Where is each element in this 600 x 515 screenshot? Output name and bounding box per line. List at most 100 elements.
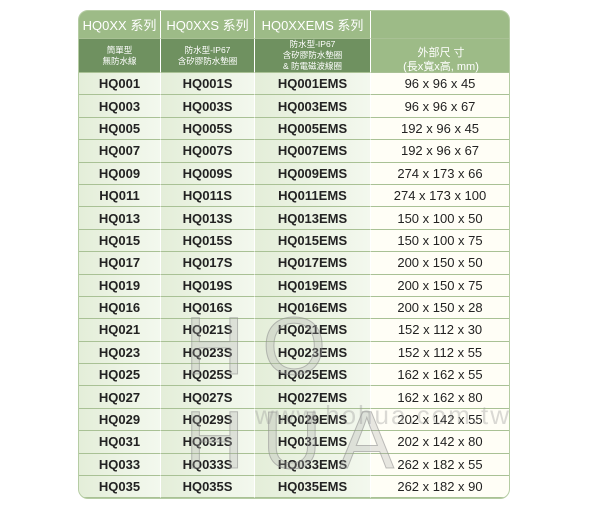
- table-row: HQ029 HQ029S HQ029EMS 202 x 142 x 55: [79, 408, 509, 432]
- dim-title: 外部尺 寸: [417, 47, 465, 59]
- model-cell: HQ029S: [161, 408, 255, 432]
- model-cell: HQ003: [79, 95, 161, 118]
- model-cell: HQ023EMS: [255, 341, 371, 365]
- model-cell: HQ007EMS: [255, 140, 371, 163]
- series-header-empty: [371, 11, 509, 39]
- table-row: HQ019 HQ019S HQ019EMS 200 x 150 x 75: [79, 274, 509, 297]
- table-row: HQ016 HQ016S HQ016EMS 200 x 150 x 28: [79, 296, 509, 320]
- dimension-cell: 200 x 150 x 50: [371, 252, 509, 275]
- model-cell: HQ019S: [161, 274, 255, 297]
- table-row: HQ021 HQ021S HQ021EMS 152 x 112 x 30: [79, 319, 509, 342]
- model-cell: HQ031S: [161, 431, 255, 454]
- table-row: HQ009 HQ009S HQ009EMS 274 x 173 x 66: [79, 162, 509, 185]
- desc-line: 簡單型: [106, 44, 133, 55]
- dimension-cell: 96 x 96 x 45: [371, 73, 509, 96]
- dimension-cell: 274 x 173 x 100: [371, 184, 509, 208]
- model-cell: HQ025: [79, 364, 161, 387]
- model-cell: HQ031EMS: [255, 431, 371, 454]
- model-cell: HQ003EMS: [255, 95, 371, 118]
- description-header: 簡單型 無防水線: [79, 39, 161, 73]
- dimensions-header-cell: [371, 39, 509, 73]
- dimension-cell: 162 x 162 x 55: [371, 364, 509, 387]
- dimension-cell: 262 x 182 x 90: [371, 476, 509, 499]
- dimension-cell: 150 x 100 x 50: [371, 207, 509, 230]
- table-row: HQ003 HQ003S HQ003EMS 96 x 96 x 67: [79, 95, 509, 118]
- table-row: HQ033 HQ033S HQ033EMS 262 x 182 x 55: [79, 453, 509, 477]
- dim-unit: (長x寬x高, mm): [403, 61, 479, 73]
- model-cell: HQ016: [79, 296, 161, 320]
- description-header-row: 簡單型 無防水線 防水型-IP67 含矽膠防水墊圈 防水型-IP67 含矽膠防水墊圈 &…: [79, 39, 509, 73]
- model-cell: HQ013: [79, 207, 161, 230]
- model-cell: HQ001EMS: [255, 73, 371, 96]
- table-row: HQ035 HQ035S HQ035EMS 262 x 182 x 90: [79, 476, 509, 499]
- description-header: 防水型-IP67 含矽膠防水墊圈 & 防電磁波線圈: [255, 39, 371, 73]
- model-cell: HQ009: [79, 162, 161, 185]
- dimension-cell: 162 x 162 x 80: [371, 386, 509, 409]
- model-cell: HQ021EMS: [255, 319, 371, 342]
- series-header-row: HQ0XX 系列 HQ0XXS 系列 HQ0XXEMS 系列: [79, 11, 509, 39]
- model-cell: HQ021: [79, 319, 161, 342]
- dimensions-header: 外部尺 寸 (長x寬x高, mm): [372, 39, 509, 81]
- model-cell: HQ019: [79, 274, 161, 297]
- model-cell: HQ011S: [161, 184, 255, 208]
- model-cell: HQ033S: [161, 453, 255, 477]
- model-cell: HQ017EMS: [255, 252, 371, 275]
- dimension-cell: 152 x 112 x 30: [371, 319, 509, 342]
- model-cell: HQ011EMS: [255, 184, 371, 208]
- model-cell: HQ003S: [161, 95, 255, 118]
- model-cell: HQ007: [79, 140, 161, 163]
- model-cell: HQ027: [79, 386, 161, 409]
- model-cell: HQ005: [79, 117, 161, 141]
- model-cell: HQ035EMS: [255, 476, 371, 499]
- table-row: HQ011 HQ011S HQ011EMS 274 x 173 x 100: [79, 184, 509, 208]
- table-row: HQ017 HQ017S HQ017EMS 200 x 150 x 50: [79, 252, 509, 275]
- dimension-cell: 152 x 112 x 55: [371, 341, 509, 365]
- desc-line: 防水型-IP67: [289, 39, 336, 49]
- model-cell: HQ013S: [161, 207, 255, 230]
- table-row: HQ031 HQ031S HQ031EMS 202 x 142 x 80: [79, 431, 509, 454]
- series-header: HQ0XX 系列: [79, 11, 161, 39]
- model-cell: HQ015S: [161, 229, 255, 253]
- model-cell: HQ005S: [161, 117, 255, 141]
- model-cell: HQ029: [79, 408, 161, 432]
- model-cell: HQ025EMS: [255, 364, 371, 387]
- model-cell: HQ009EMS: [255, 162, 371, 185]
- description-header: 防水型-IP67 含矽膠防水墊圈: [161, 39, 255, 73]
- desc-line: 含矽膠防水墊圈: [282, 50, 343, 60]
- dimension-cell: 262 x 182 x 55: [371, 453, 509, 477]
- model-cell: HQ015: [79, 229, 161, 253]
- dimension-cell: 274 x 173 x 66: [371, 162, 509, 185]
- model-cell: HQ016S: [161, 296, 255, 320]
- desc-line: 防水型-IP67: [184, 44, 231, 55]
- dimension-cell: 96 x 96 x 67: [371, 95, 509, 118]
- desc-line: & 防電磁波線圈: [282, 61, 343, 71]
- model-cell: HQ011: [79, 184, 161, 208]
- table-row: HQ007 HQ007S HQ007EMS 192 x 96 x 67: [79, 140, 509, 163]
- model-cell: HQ017: [79, 252, 161, 275]
- table-row: HQ001 HQ001S HQ001EMS 96 x 96 x 45: [79, 73, 509, 96]
- dimension-cell: 200 x 150 x 28: [371, 296, 509, 320]
- dimension-cell: 200 x 150 x 75: [371, 274, 509, 297]
- model-cell: HQ035: [79, 476, 161, 499]
- model-cell: HQ023: [79, 341, 161, 365]
- table-body: HQ001 HQ001S HQ001EMS 96 x 96 x 45 HQ003 HQ00…: [79, 73, 509, 499]
- table-row: HQ013 HQ013S HQ013EMS 150 x 100 x 50: [79, 207, 509, 230]
- series-header: HQ0XXS 系列: [161, 11, 255, 39]
- desc-line: 無防水線: [102, 55, 137, 66]
- product-table: HQ0XX 系列 HQ0XXS 系列 HQ0XXEMS 系列 簡單型 無防水線 防…: [78, 10, 510, 500]
- model-cell: HQ033EMS: [255, 453, 371, 477]
- model-cell: HQ021S: [161, 319, 255, 342]
- model-cell: HQ031: [79, 431, 161, 454]
- table-row: HQ027 HQ027S HQ027EMS 162 x 162 x 80: [79, 386, 509, 409]
- model-cell: HQ019EMS: [255, 274, 371, 297]
- table-row: HQ015 HQ015S HQ015EMS 150 x 100 x 75: [79, 229, 509, 253]
- table-row: HQ005 HQ005S HQ005EMS 192 x 96 x 45: [79, 117, 509, 141]
- model-cell: HQ027S: [161, 386, 255, 409]
- dimension-cell: 150 x 100 x 75: [371, 229, 509, 253]
- model-cell: HQ009S: [161, 162, 255, 185]
- series-header: HQ0XXEMS 系列: [255, 11, 371, 39]
- desc-line: 含矽膠防水墊圈: [177, 55, 238, 66]
- model-cell: HQ035S: [161, 476, 255, 499]
- model-cell: HQ001: [79, 73, 161, 96]
- dimension-cell: 202 x 142 x 80: [371, 431, 509, 454]
